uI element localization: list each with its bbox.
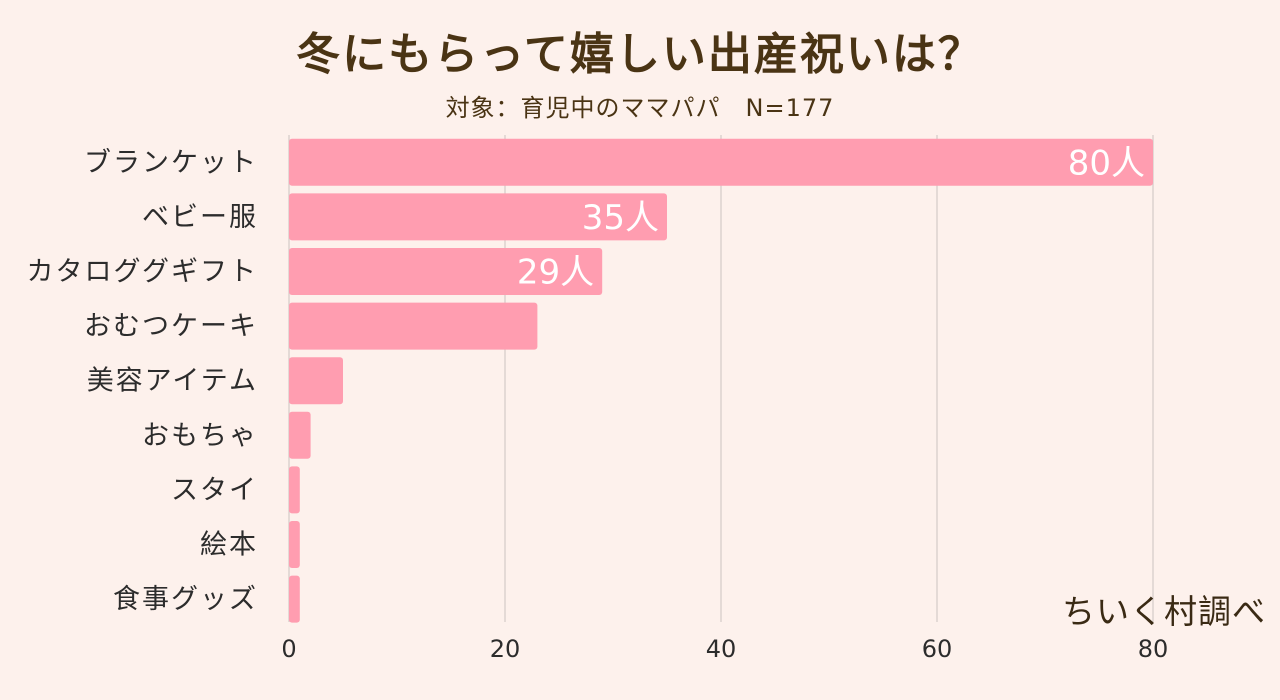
x-tick-label-20: 20 [490, 635, 521, 663]
category-label-5: おもちゃ [142, 420, 258, 451]
data-label-1: 35人 [582, 198, 659, 238]
bar-2 [289, 248, 603, 295]
chart-title: 冬にもらって嬉しい出産祝いは？ [296, 29, 984, 80]
source-credit: ちいく村調べ [1062, 592, 1266, 631]
chart-subtitle: 対象：育児中のママパパ N=177 [445, 94, 835, 122]
bar-0 [289, 138, 1153, 186]
data-label-2: 29人 [517, 253, 594, 293]
x-tick-label-40: 40 [706, 635, 737, 663]
bar-6 [289, 466, 300, 514]
bar-8 [289, 575, 300, 623]
x-tick-label-80: 80 [1138, 635, 1169, 663]
category-label-0: ブランケット [84, 147, 258, 178]
category-label-1: ベビー服 [142, 202, 258, 233]
bar-5 [289, 411, 311, 459]
x-tick-label-60: 60 [922, 635, 953, 663]
bar-4 [289, 357, 343, 405]
x-tick-label-0: 0 [281, 635, 296, 663]
bar-7 [289, 521, 300, 568]
bar-1 [289, 193, 667, 241]
bar-3 [289, 302, 538, 350]
data-label-0: 80人 [1068, 143, 1145, 183]
category-label-4: 美容アイテム [87, 366, 258, 397]
category-label-3: おむつケーキ [84, 311, 258, 342]
category-label-6: スタイ [171, 475, 258, 506]
category-label-2: カタロググギフト [27, 257, 258, 288]
category-label-8: 食事グッズ [113, 584, 258, 615]
category-label-7: 絵本 [200, 530, 258, 561]
